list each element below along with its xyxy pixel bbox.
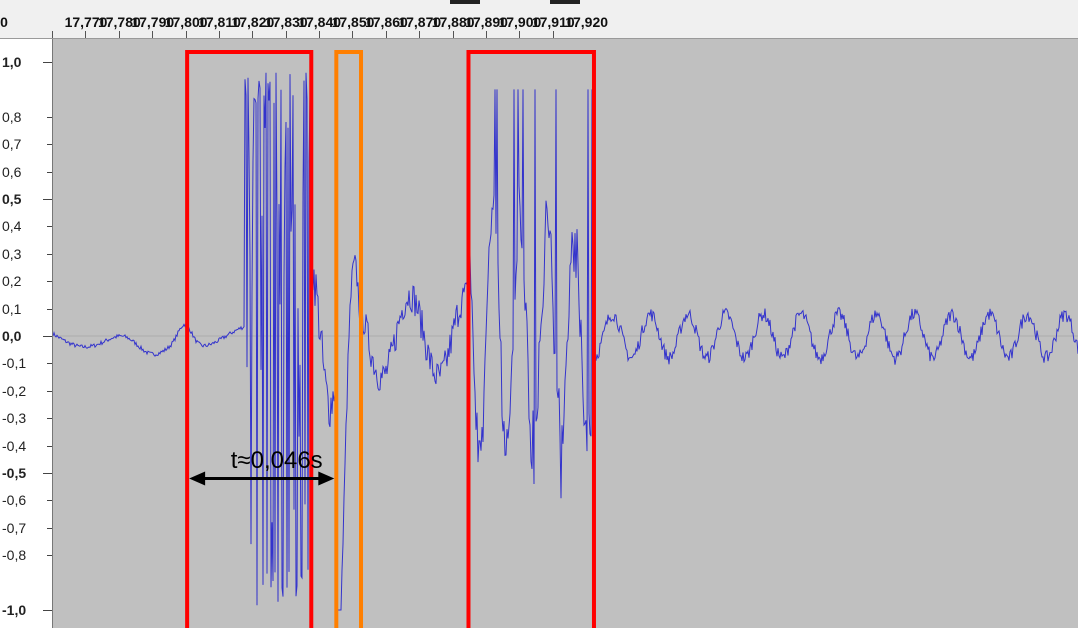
amplitude-tick bbox=[47, 363, 52, 365]
amplitude-scale: 1,0 0,8 0,7 0,6 0,5 0,4 0,3 0,2 0,1 0,0 -0,1 -0,2 -0… bbox=[0, 39, 53, 628]
amplitude-tick bbox=[47, 171, 52, 173]
ruler-tick-mark bbox=[319, 31, 320, 38]
amplitude-label: 0,7 bbox=[2, 136, 22, 153]
waveform-track[interactable]: t≈0,046s bbox=[53, 39, 1078, 628]
ruler-tick-label: 17,910 bbox=[531, 14, 575, 30]
ruler-tick-mark bbox=[218, 31, 220, 38]
amplitude-label: -0,7 bbox=[2, 519, 27, 536]
ruler-tick-mark bbox=[552, 31, 554, 38]
red-box-1 bbox=[185, 50, 314, 628]
amplitude-label: -0,6 bbox=[2, 492, 27, 509]
amplitude-label: 0,3 bbox=[2, 245, 22, 262]
ruler-tick-label: 17,880 bbox=[431, 14, 475, 30]
ruler-partial-label: 0 bbox=[0, 14, 8, 30]
amplitude-tick bbox=[47, 555, 52, 557]
amplitude-tick bbox=[47, 253, 52, 255]
amplitude-label: -1,0 bbox=[2, 602, 27, 618]
amplitude-label: 0,0 bbox=[2, 328, 22, 344]
amplitude-tick bbox=[47, 500, 52, 502]
ruler-tick-mark bbox=[85, 31, 87, 38]
amplitude-tick bbox=[43, 610, 52, 611]
ruler-tick-mark bbox=[485, 31, 487, 38]
ruler-tick-label: 17,870 bbox=[398, 14, 442, 30]
amplitude-label: -0,4 bbox=[2, 437, 27, 454]
amplitude-label: 0,4 bbox=[2, 218, 22, 235]
amplitude-label: -0,3 bbox=[2, 410, 27, 427]
arrow-head-right-icon bbox=[318, 471, 335, 486]
amplitude-tick bbox=[47, 418, 52, 420]
ruler-tick-label: 17,770 bbox=[64, 14, 108, 30]
ruler-tick-mark bbox=[152, 31, 154, 38]
ruler-tick-mark bbox=[52, 31, 53, 38]
ruler-tick-mark bbox=[385, 31, 387, 38]
ruler-tick-label: 17,800 bbox=[164, 14, 208, 30]
ruler-tick-label: 17,790 bbox=[131, 14, 175, 30]
ruler-tick-label: 17,830 bbox=[264, 14, 308, 30]
amplitude-label: -0,8 bbox=[2, 547, 27, 564]
ruler-tick-mark bbox=[352, 31, 354, 38]
amplitude-tick bbox=[43, 199, 52, 200]
amplitude-label: 0,1 bbox=[2, 300, 22, 317]
ruler-tick-mark bbox=[452, 31, 454, 38]
timeline-ruler[interactable]: 0 17,770 17,780 17,790 17,800 17,810 17,820 17… bbox=[0, 0, 1078, 39]
duration-annotation-label: t≈0,046s bbox=[230, 447, 323, 475]
ruler-tick-mark bbox=[285, 31, 287, 38]
amplitude-tick bbox=[47, 445, 52, 447]
orange-box bbox=[334, 50, 364, 628]
ruler-tick-label: 17,860 bbox=[364, 14, 408, 30]
ruler-tick-label: 17,840 bbox=[298, 14, 342, 30]
amplitude-label: -0,5 bbox=[2, 465, 27, 481]
amplitude-tick bbox=[43, 62, 52, 63]
ruler-tick-label: 17,850 bbox=[331, 14, 375, 30]
waveform bbox=[53, 72, 1078, 611]
ruler-tick-mark bbox=[252, 31, 254, 38]
amplitude-tick bbox=[47, 390, 52, 392]
toolbar-edge-decoration bbox=[450, 0, 580, 4]
amplitude-label: 0,5 bbox=[2, 191, 22, 207]
arrow-head-left-icon bbox=[189, 471, 206, 486]
amplitude-tick bbox=[47, 116, 52, 118]
annotation-layer bbox=[185, 50, 596, 628]
red-box-2 bbox=[466, 50, 596, 628]
amplitude-label: 1,0 bbox=[2, 54, 22, 70]
ruler-tick-label: 17,890 bbox=[465, 14, 508, 30]
amplitude-tick bbox=[47, 527, 52, 529]
ruler-tick-label: 17,900 bbox=[498, 14, 542, 30]
ruler-tick-label: 17,780 bbox=[97, 14, 141, 30]
amplitude-tick bbox=[43, 473, 52, 474]
ruler-tick-mark bbox=[118, 31, 120, 38]
ruler-tick-mark bbox=[185, 31, 187, 38]
ruler-tick-label: 17,810 bbox=[198, 14, 241, 30]
ruler-tick-label: 17,920 bbox=[565, 14, 609, 30]
amplitude-tick bbox=[47, 144, 52, 146]
ruler-tick-mark bbox=[519, 31, 521, 38]
amplitude-label: 0,6 bbox=[2, 163, 22, 180]
ruler-tick-mark bbox=[419, 31, 421, 38]
waveform-line bbox=[53, 72, 1078, 611]
amplitude-tick bbox=[47, 226, 52, 228]
amplitude-tick bbox=[47, 308, 52, 310]
amplitude-label: 0,2 bbox=[2, 273, 22, 290]
ruler-tick-label: 17,820 bbox=[231, 14, 275, 30]
amplitude-tick bbox=[43, 336, 52, 337]
amplitude-label: -0,1 bbox=[2, 355, 27, 372]
amplitude-label: 0,8 bbox=[2, 108, 22, 125]
amplitude-label: -0,2 bbox=[2, 382, 27, 399]
amplitude-tick bbox=[47, 281, 52, 283]
